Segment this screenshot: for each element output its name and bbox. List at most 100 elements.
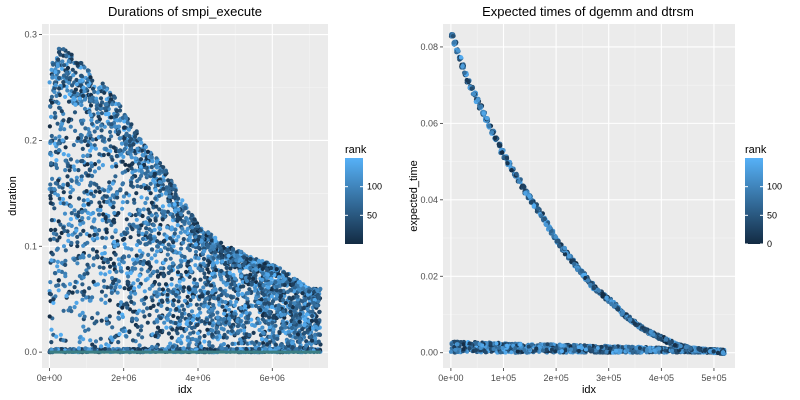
data-point bbox=[65, 182, 70, 188]
data-point bbox=[151, 223, 156, 228]
data-point bbox=[141, 262, 146, 267]
data-point bbox=[67, 92, 72, 97]
data-point bbox=[67, 168, 72, 173]
data-point bbox=[56, 268, 62, 273]
data-point bbox=[208, 276, 213, 281]
data-point bbox=[252, 342, 257, 347]
data-point bbox=[235, 250, 240, 255]
data-point bbox=[76, 196, 82, 201]
data-point bbox=[125, 279, 130, 284]
data-point bbox=[171, 303, 176, 308]
data-point bbox=[49, 94, 55, 99]
data-point bbox=[116, 310, 122, 315]
data-point bbox=[243, 304, 248, 309]
data-point bbox=[174, 238, 179, 243]
data-point bbox=[246, 290, 251, 296]
data-point bbox=[57, 75, 62, 81]
data-point bbox=[234, 258, 239, 263]
data-point bbox=[314, 319, 319, 324]
data-point bbox=[76, 168, 81, 173]
data-point bbox=[139, 267, 144, 272]
data-point bbox=[62, 127, 67, 132]
data-point bbox=[78, 132, 83, 138]
data-point bbox=[54, 165, 60, 171]
data-point bbox=[82, 272, 87, 277]
data-point bbox=[630, 350, 635, 355]
data-point bbox=[228, 324, 234, 329]
data-point bbox=[56, 278, 61, 283]
data-point bbox=[73, 279, 78, 284]
data-point bbox=[93, 189, 98, 194]
data-point bbox=[58, 127, 63, 132]
data-point bbox=[313, 340, 318, 345]
data-point bbox=[181, 237, 186, 242]
data-point bbox=[232, 276, 238, 281]
data-point bbox=[122, 146, 127, 152]
data-point bbox=[131, 257, 136, 262]
data-point bbox=[201, 256, 207, 261]
data-point bbox=[257, 347, 262, 352]
data-point bbox=[70, 83, 75, 88]
data-point bbox=[61, 47, 66, 52]
data-point bbox=[198, 288, 203, 293]
data-point bbox=[113, 228, 118, 233]
data-point bbox=[103, 146, 108, 151]
data-point bbox=[62, 228, 67, 233]
data-point bbox=[48, 280, 53, 285]
data-point bbox=[155, 269, 160, 274]
data-point bbox=[269, 294, 274, 299]
data-point bbox=[162, 209, 167, 214]
data-point bbox=[274, 284, 279, 289]
data-point bbox=[89, 225, 95, 230]
data-point bbox=[56, 57, 61, 62]
data-point bbox=[80, 253, 85, 258]
data-point bbox=[68, 195, 73, 200]
data-point bbox=[193, 249, 199, 254]
data-point bbox=[191, 295, 196, 300]
data-point bbox=[193, 289, 198, 295]
data-point bbox=[297, 319, 302, 324]
data-point bbox=[292, 276, 297, 281]
data-point bbox=[155, 294, 160, 299]
data-point bbox=[172, 183, 177, 188]
data-point bbox=[134, 242, 140, 248]
data-point bbox=[269, 304, 274, 310]
data-point bbox=[83, 126, 88, 131]
data-point bbox=[80, 146, 85, 151]
data-point bbox=[145, 269, 150, 274]
data-point bbox=[158, 240, 163, 245]
data-point bbox=[54, 93, 59, 98]
data-point bbox=[85, 262, 90, 267]
data-point bbox=[104, 316, 109, 321]
data-point bbox=[92, 232, 97, 238]
data-point bbox=[50, 252, 55, 257]
x-axis-title: idx bbox=[178, 384, 193, 396]
data-point bbox=[124, 191, 129, 196]
data-point bbox=[126, 287, 131, 292]
data-point bbox=[51, 62, 56, 67]
data-point bbox=[219, 346, 225, 351]
data-point bbox=[120, 159, 125, 164]
data-point bbox=[95, 311, 100, 316]
data-point bbox=[89, 118, 94, 123]
data-point bbox=[251, 276, 256, 281]
data-point bbox=[72, 305, 77, 310]
data-point bbox=[57, 134, 62, 139]
data-point bbox=[304, 339, 309, 344]
data-point bbox=[48, 151, 53, 156]
data-point bbox=[181, 285, 186, 290]
data-point bbox=[169, 282, 174, 287]
data-point bbox=[107, 180, 112, 185]
data-point bbox=[281, 309, 286, 314]
data-point bbox=[192, 217, 197, 222]
data-point bbox=[71, 164, 76, 169]
data-point bbox=[70, 67, 75, 72]
data-point bbox=[290, 341, 295, 346]
data-point bbox=[56, 46, 62, 51]
data-point bbox=[138, 254, 143, 259]
data-point bbox=[288, 333, 293, 338]
data-point bbox=[251, 330, 256, 335]
data-point bbox=[231, 272, 236, 278]
data-point bbox=[244, 310, 249, 315]
data-point bbox=[97, 189, 102, 195]
